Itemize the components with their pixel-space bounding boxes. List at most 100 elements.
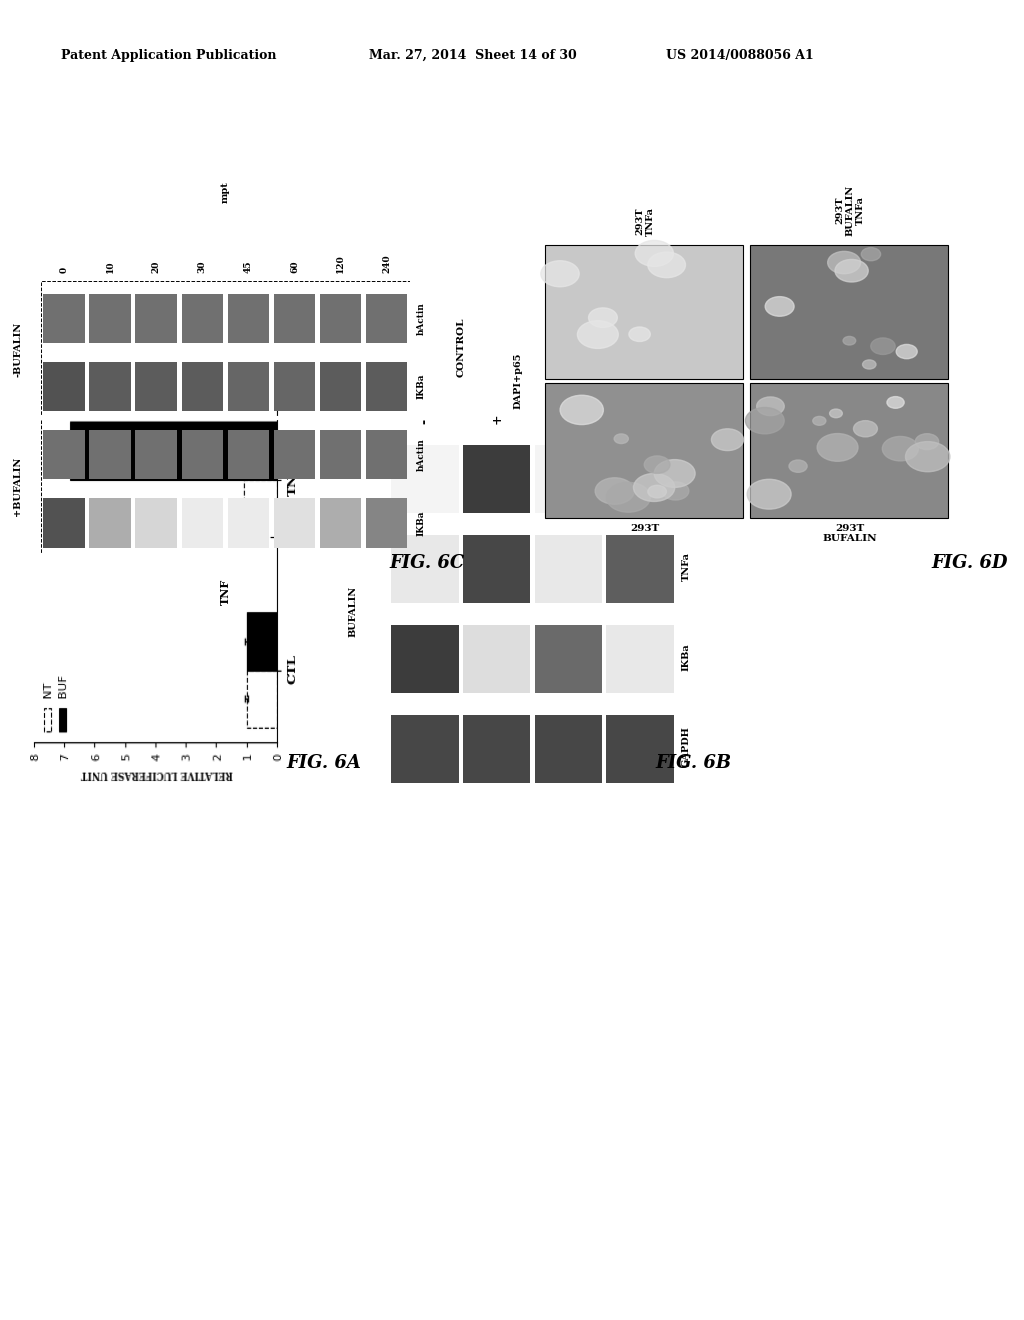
Circle shape: [560, 395, 603, 425]
Circle shape: [648, 486, 667, 498]
Text: BUFALIN: BUFALIN: [349, 586, 357, 638]
Bar: [43, 293, 85, 343]
Bar: [227, 430, 269, 479]
Circle shape: [541, 261, 580, 286]
Text: Mar. 27, 2014  Sheet 14 of 30: Mar. 27, 2014 Sheet 14 of 30: [369, 49, 577, 62]
Bar: [181, 430, 223, 479]
Circle shape: [614, 434, 629, 444]
Circle shape: [748, 479, 792, 510]
Text: 60: 60: [290, 260, 299, 273]
Text: -BUFALIN: -BUFALIN: [13, 322, 23, 378]
Circle shape: [870, 338, 895, 355]
Circle shape: [635, 240, 674, 267]
Text: IKBa: IKBa: [682, 643, 690, 671]
Bar: [463, 535, 530, 603]
Bar: [43, 362, 85, 411]
Circle shape: [745, 408, 784, 434]
Circle shape: [887, 396, 904, 408]
Bar: [89, 293, 131, 343]
Bar: [43, 499, 85, 548]
Circle shape: [595, 478, 634, 504]
Circle shape: [648, 252, 685, 277]
Bar: [606, 535, 674, 603]
Text: Patent Application Publication: Patent Application Publication: [61, 49, 276, 62]
Circle shape: [644, 455, 670, 474]
Text: Cxcl10: Cxcl10: [682, 458, 690, 495]
Bar: [545, 384, 743, 519]
Bar: [89, 430, 131, 479]
Bar: [181, 293, 223, 343]
Text: +: +: [634, 413, 646, 424]
Bar: [366, 430, 408, 479]
Circle shape: [765, 297, 794, 317]
Bar: [606, 445, 674, 512]
Circle shape: [915, 434, 939, 450]
Text: -: -: [562, 418, 574, 424]
Text: -: -: [419, 418, 431, 424]
Bar: [273, 293, 315, 343]
Text: FIG. 6D: FIG. 6D: [932, 554, 1009, 573]
Circle shape: [843, 337, 856, 345]
Bar: [273, 362, 315, 411]
Text: GAPDH: GAPDH: [682, 726, 690, 767]
Bar: [135, 499, 177, 548]
Bar: [135, 430, 177, 479]
Bar: [750, 384, 948, 519]
Bar: [750, 244, 948, 379]
Bar: [606, 715, 674, 783]
Circle shape: [827, 251, 860, 273]
Bar: [606, 626, 674, 693]
Text: bActin: bActin: [417, 302, 426, 334]
Circle shape: [883, 437, 919, 461]
Circle shape: [817, 433, 858, 461]
Bar: [89, 499, 131, 548]
Bar: [181, 499, 223, 548]
Bar: [391, 445, 459, 512]
Circle shape: [578, 321, 618, 348]
Circle shape: [788, 459, 807, 473]
Circle shape: [861, 248, 881, 261]
Text: 293T
BUFALIN: 293T BUFALIN: [822, 524, 878, 544]
Circle shape: [654, 459, 695, 487]
Bar: [227, 362, 269, 411]
Bar: [319, 430, 361, 479]
Text: +BUFALIN: +BUFALIN: [13, 457, 23, 516]
Bar: [273, 499, 315, 548]
Circle shape: [835, 260, 868, 282]
Text: US 2014/0088056 A1: US 2014/0088056 A1: [666, 49, 813, 62]
Text: 120: 120: [336, 255, 345, 273]
Text: TNF: TNF: [220, 578, 230, 605]
Bar: [181, 362, 223, 411]
Bar: [227, 293, 269, 343]
Bar: [43, 430, 85, 479]
Text: DAPI+p65: DAPI+p65: [513, 352, 522, 409]
Text: mpt: mpt: [221, 182, 229, 203]
Text: TNFa: TNFa: [600, 347, 608, 378]
Text: +: +: [490, 413, 503, 424]
Bar: [366, 362, 408, 411]
Bar: [545, 244, 743, 379]
Bar: [273, 430, 315, 479]
Bar: [463, 715, 530, 783]
Bar: [366, 499, 408, 548]
Circle shape: [829, 409, 843, 417]
Bar: [319, 362, 361, 411]
Text: 293T
BUFALIN
TNFa: 293T BUFALIN TNFa: [835, 185, 865, 236]
Text: 293T
TNFa: 293T TNFa: [636, 207, 654, 236]
Bar: [535, 715, 602, 783]
Bar: [319, 499, 361, 548]
Circle shape: [606, 482, 650, 512]
Bar: [391, 626, 459, 693]
Circle shape: [813, 416, 826, 425]
Circle shape: [634, 474, 675, 502]
Bar: [535, 626, 602, 693]
Text: FIG. 6A: FIG. 6A: [287, 754, 361, 772]
Text: 293T: 293T: [631, 524, 659, 533]
Bar: [391, 715, 459, 783]
Text: FIG. 6C: FIG. 6C: [389, 554, 464, 573]
Text: 240: 240: [382, 255, 391, 273]
Bar: [319, 293, 361, 343]
Text: 0: 0: [59, 267, 69, 273]
Circle shape: [853, 421, 878, 437]
Circle shape: [712, 429, 743, 450]
